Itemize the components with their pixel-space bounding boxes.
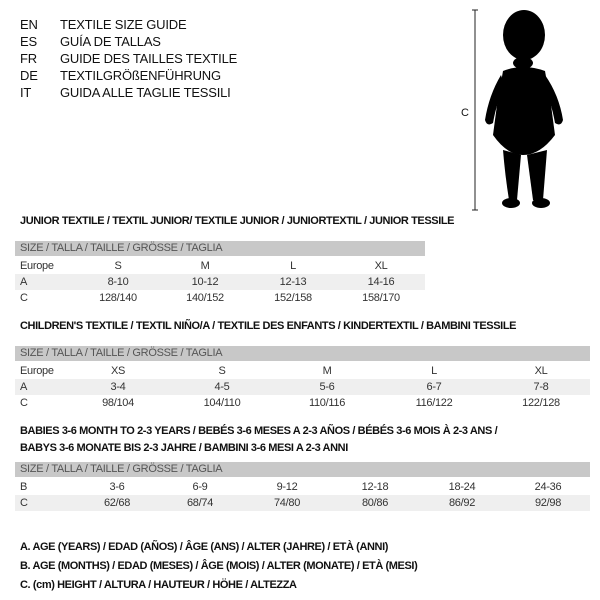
table-cell: XL (374, 260, 388, 272)
table-cell: 4-5 (214, 381, 230, 393)
table-cell: 74/80 (273, 497, 301, 509)
babies-title-line1: BABIES 3-6 MONTH TO 2-3 YEARS / BEBÉS 3-… (20, 425, 498, 437)
legend-c: C. (cm) HEIGHT / ALTURA / HAUTEUR / HÖHE… (20, 579, 297, 591)
title-en: EN TEXTILE SIZE GUIDE (20, 17, 187, 32)
babies-title-line2: BABYS 3-6 MONATE BIS 2-3 JAHRE / BAMBINI… (20, 442, 348, 454)
size-header: SIZE / TALLA / TAILLE / GRÖSSE / TAGLIA (15, 241, 425, 256)
table-cell: L (290, 260, 296, 272)
measure-label: C (461, 107, 469, 119)
title-de: DE TEXTILGRÖßENFÜHRUNG (20, 68, 221, 83)
table-cell: 128/140 (99, 292, 137, 304)
legend-b: B. AGE (MONTHS) / EDAD (MESES) / ÂGE (MO… (20, 560, 418, 572)
table-row: A 3-4 4-5 5-6 6-7 7-8 (15, 379, 590, 395)
row-label: Europe (20, 365, 54, 377)
child-figure: C (455, 5, 585, 220)
row-label: C (20, 497, 28, 509)
table-row: C 62/68 68/74 74/80 80/86 86/92 92/98 (15, 495, 590, 511)
children-size-table: SIZE / TALLA / TAILLE / GRÖSSE / TAGLIA E… (15, 346, 590, 411)
row-label: A (20, 381, 28, 393)
table-row: A 8-10 10-12 12-13 14-16 (15, 274, 425, 290)
table-cell: 68/74 (186, 497, 214, 509)
table-cell: 6-9 (192, 481, 208, 493)
table-row: Europe S M L XL (15, 258, 425, 274)
title-it: IT GUIDA ALLE TAGLIE TESSILI (20, 85, 231, 100)
table-cell: 7-8 (533, 381, 549, 393)
table-cell: 116/122 (415, 397, 453, 409)
table-cell: 12-18 (361, 481, 389, 493)
table-cell: 6-7 (426, 381, 442, 393)
table-cell: 158/170 (362, 292, 400, 304)
table-cell: 104/110 (203, 397, 241, 409)
table-row: Europe XS S M L XL (15, 363, 590, 379)
table-cell: 98/104 (102, 397, 134, 409)
table-cell: 3-4 (110, 381, 126, 393)
table-cell: 12-13 (279, 276, 307, 288)
table-cell: 92/98 (534, 497, 562, 509)
legend: A. AGE (YEARS) / EDAD (AÑOS) / ÂGE (ANS)… (20, 538, 418, 595)
table-cell: 152/158 (274, 292, 312, 304)
table-cell: 18-24 (448, 481, 476, 493)
row-label: A (20, 276, 28, 288)
table-cell: L (431, 365, 437, 377)
junior-size-table: SIZE / TALLA / TAILLE / GRÖSSE / TAGLIA E… (15, 241, 425, 306)
size-header: SIZE / TALLA / TAILLE / GRÖSSE / TAGLIA (15, 462, 590, 477)
table-cell: 80/86 (361, 497, 389, 509)
table-cell: 5-6 (319, 381, 335, 393)
table-cell: 110/116 (308, 397, 346, 409)
table-cell: M (322, 365, 332, 377)
row-label: B (20, 481, 28, 493)
row-label: C (20, 397, 28, 409)
row-label: C (20, 292, 28, 304)
table-cell: 9-12 (276, 481, 298, 493)
table-cell: 24-36 (534, 481, 562, 493)
title-fr: FR GUIDE DES TAILLES TEXTILE (20, 51, 238, 66)
table-row: C 98/104 104/110 110/116 116/122 122/128 (15, 395, 590, 411)
table-cell: 14-16 (367, 276, 395, 288)
legend-a: A. AGE (YEARS) / EDAD (AÑOS) / ÂGE (ANS)… (20, 541, 388, 553)
table-cell: 8-10 (107, 276, 129, 288)
table-cell: 10-12 (191, 276, 219, 288)
children-title: CHILDREN'S TEXTILE / TEXTIL NIÑO/A / TEX… (20, 320, 517, 332)
size-header: SIZE / TALLA / TAILLE / GRÖSSE / TAGLIA (15, 346, 590, 361)
row-label: Europe (20, 260, 54, 272)
child-silhouette-icon (472, 9, 563, 211)
title-es: ES GUÍA DE TALLAS (20, 34, 161, 49)
title-list: EN TEXTILE SIZE GUIDE ES GUÍA DE TALLAS FR… (20, 16, 237, 101)
table-cell: S (114, 260, 122, 272)
babies-size-table: SIZE / TALLA / TAILLE / GRÖSSE / TAGLIA B… (15, 462, 590, 511)
table-row: B 3-6 6-9 9-12 12-18 18-24 24-36 (15, 479, 590, 495)
table-row: C 128/140 140/152 152/158 158/170 (15, 290, 425, 306)
table-cell: 140/152 (186, 292, 224, 304)
table-cell: XS (110, 365, 126, 377)
table-cell: XL (534, 365, 548, 377)
junior-title: JUNIOR TEXTILE / TEXTIL JUNIOR/ TEXTILE … (20, 215, 455, 227)
table-cell: 3-6 (109, 481, 125, 493)
table-cell: 86/92 (448, 497, 476, 509)
table-cell: S (218, 365, 226, 377)
table-cell: M (200, 260, 210, 272)
table-cell: 62/68 (103, 497, 131, 509)
table-cell: 122/128 (522, 397, 560, 409)
